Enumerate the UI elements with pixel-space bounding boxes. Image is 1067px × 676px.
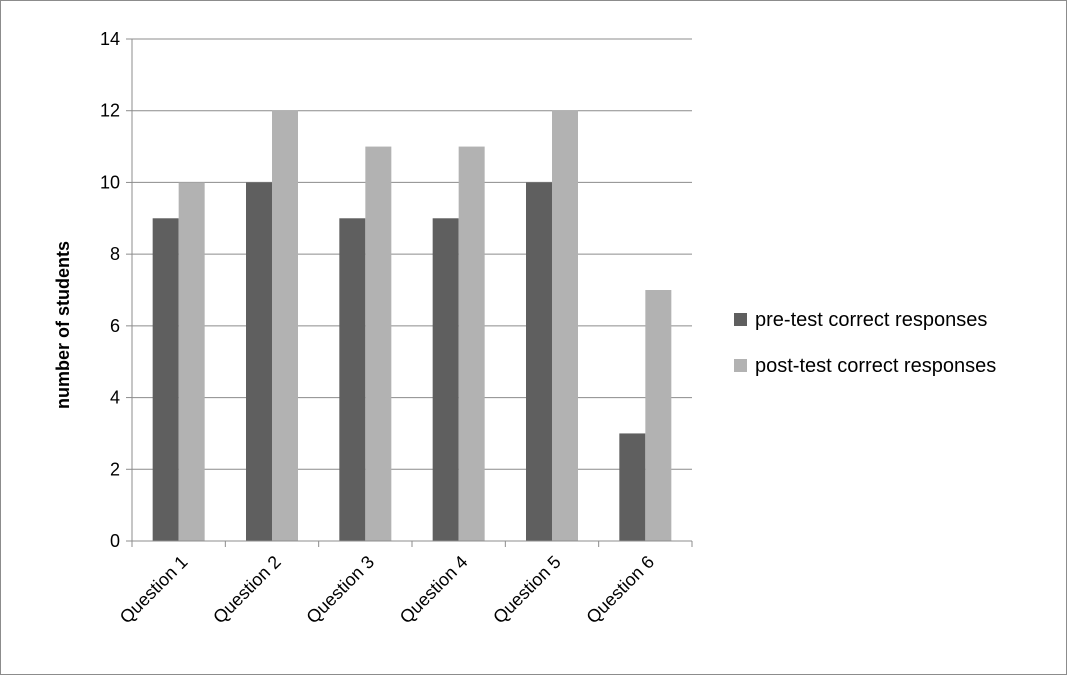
x-tick-label: Question 6 bbox=[582, 552, 658, 628]
bar bbox=[645, 290, 672, 541]
x-tick-label: Question 1 bbox=[116, 552, 192, 628]
gridlines bbox=[132, 38, 692, 470]
bar bbox=[458, 146, 485, 542]
bars bbox=[152, 110, 672, 542]
bar bbox=[246, 182, 272, 541]
x-tick-label: Question 3 bbox=[302, 552, 378, 628]
legend-label: pre-test correct responses bbox=[755, 309, 987, 331]
legend: pre-test correct responses post-test corr… bbox=[734, 309, 996, 377]
bar bbox=[272, 110, 298, 541]
y-tick-label: 10 bbox=[100, 172, 120, 192]
legend-swatch bbox=[734, 359, 747, 372]
y-tick-label: 8 bbox=[110, 244, 120, 264]
x-tick-label: Question 5 bbox=[489, 552, 565, 628]
y-axis-title: number of students bbox=[53, 241, 73, 409]
axes bbox=[126, 38, 693, 547]
y-tick-label: 0 bbox=[110, 531, 120, 551]
bar bbox=[178, 182, 205, 541]
bar bbox=[339, 218, 366, 542]
y-tick-labels: 0 2 4 6 8 10 12 14 bbox=[100, 29, 120, 551]
bar bbox=[365, 146, 392, 542]
bar bbox=[526, 182, 552, 541]
legend-label: post-test correct responses bbox=[755, 355, 996, 377]
bar bbox=[619, 433, 646, 541]
y-tick-label: 2 bbox=[110, 459, 120, 479]
y-tick-label: 12 bbox=[100, 101, 120, 121]
bar bbox=[152, 218, 179, 542]
x-tick-label: Question 4 bbox=[396, 552, 472, 628]
bar bbox=[552, 110, 578, 541]
y-tick-label: 4 bbox=[110, 388, 120, 408]
y-tick-label: 14 bbox=[100, 29, 120, 49]
x-tick-label: Question 2 bbox=[209, 552, 285, 628]
x-tick-labels: Question 1 Question 2 Question 3 Question 4… bbox=[116, 552, 658, 628]
y-tick-label: 6 bbox=[110, 316, 120, 336]
bar bbox=[432, 218, 459, 542]
legend-swatch bbox=[734, 313, 747, 326]
